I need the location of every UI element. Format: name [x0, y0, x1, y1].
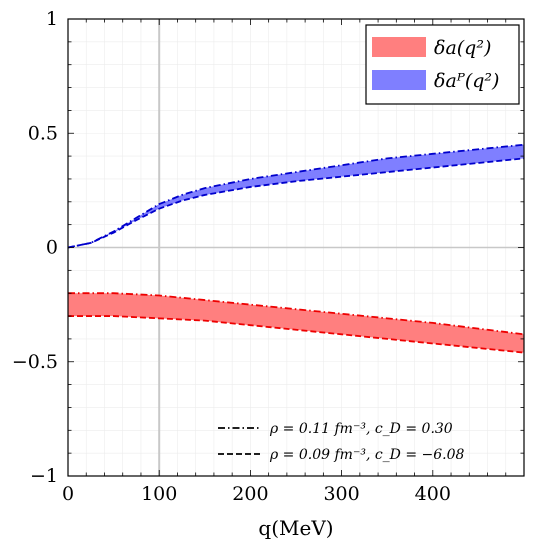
band-0-dashed-line [68, 315, 525, 354]
band-0 [68, 293, 524, 353]
y-tick-label: 0 [46, 237, 58, 259]
legend-swatch-1 [372, 70, 426, 90]
legend-label-1: δaᴾ(q²) [434, 70, 499, 92]
legend-swatch-0 [372, 37, 426, 57]
line-style-label-1: ρ = 0.09 fm⁻³, c_D = −6.08 [269, 447, 465, 463]
band-1-dashed-line [67, 157, 525, 249]
y-tick-label: 0.5 [28, 122, 58, 144]
x-tick-label: 200 [232, 483, 268, 505]
x-axis-label: q(MeV) [258, 516, 333, 540]
line-style-legend: ρ = 0.11 fm⁻³, c_D = 0.30 ρ = 0.09 fm⁻³, … [218, 421, 465, 463]
ticks: 0 100 200 300 400 −1 −0.5 0 0.5 1 [12, 8, 525, 505]
band-0-dashdot-line [68, 292, 525, 336]
x-tick-label: 100 [141, 483, 177, 505]
x-tick-label: 0 [62, 483, 74, 505]
band-1 [68, 144, 524, 248]
x-tick-label: 300 [323, 483, 359, 505]
y-tick-label: 1 [46, 8, 58, 30]
y-tick-label: −1 [30, 465, 58, 487]
x-tick-label: 400 [415, 483, 451, 505]
y-tick-label: −0.5 [12, 351, 58, 373]
band-1-dashdot-line [67, 143, 525, 249]
line-style-label-0: ρ = 0.11 fm⁻³, c_D = 0.30 [269, 421, 453, 437]
legend: δa(q²) δaᴾ(q²) [365, 24, 520, 105]
series-layer [67, 143, 525, 354]
legend-label-0: δa(q²) [434, 37, 491, 59]
